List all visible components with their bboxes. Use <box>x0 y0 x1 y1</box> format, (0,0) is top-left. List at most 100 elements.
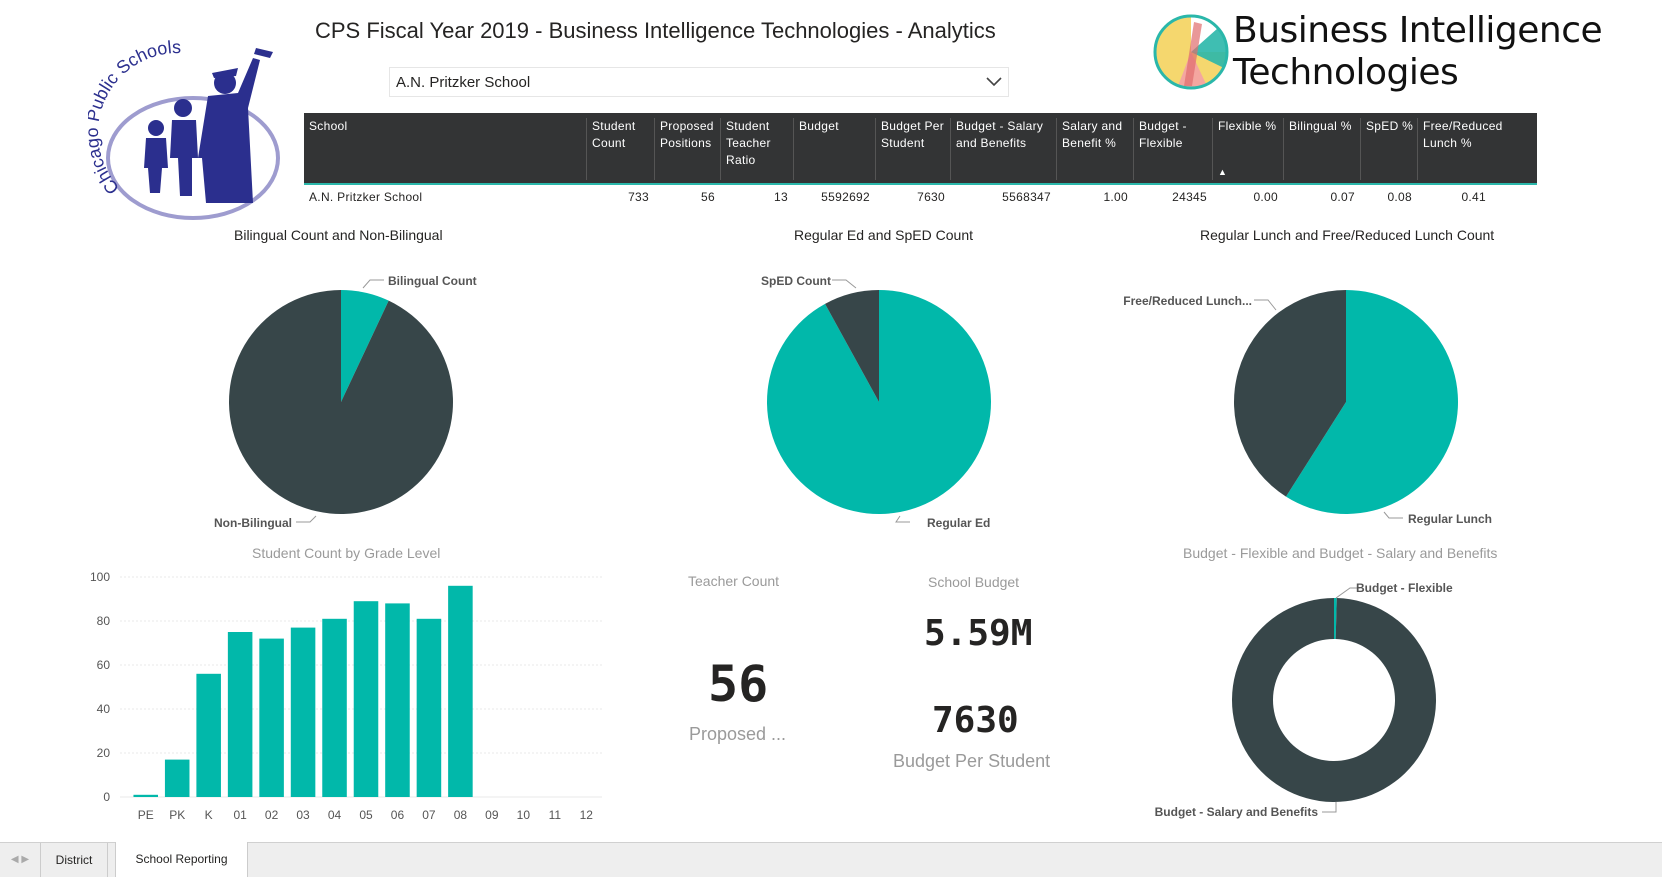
school-budget-value: 5.59M <box>924 613 1033 654</box>
pie-slice[interactable] <box>229 290 454 514</box>
x-tick-label: 09 <box>485 808 499 822</box>
column-header[interactable]: Student Count <box>586 118 654 180</box>
bar[interactable] <box>290 627 316 797</box>
tab-school-reporting[interactable]: School Reporting <box>115 842 248 877</box>
table-cell: 0.41 <box>1461 190 1486 204</box>
x-tick-label: PE <box>138 808 154 822</box>
table-cell: 24345 <box>1172 190 1207 204</box>
x-tick-label: PK <box>169 808 185 822</box>
table-cell: 0.08 <box>1387 190 1412 204</box>
pie-slice[interactable] <box>341 290 389 402</box>
pie-slice[interactable] <box>825 290 879 402</box>
table-cell: 5568347 <box>1002 190 1051 204</box>
pie-slice[interactable] <box>1285 290 1459 514</box>
bar[interactable] <box>196 673 221 797</box>
donut-slice[interactable] <box>1334 598 1337 640</box>
table-cell: 56 <box>701 190 715 204</box>
sort-ascending-icon[interactable]: ▲ <box>1218 167 1228 177</box>
chevron-right-icon[interactable]: ▶ <box>21 854 30 865</box>
table-row[interactable]: A.N. Pritzker School 733 56 13 5592692 7630 55… <box>304 185 1537 207</box>
leader-line <box>832 279 857 289</box>
table-cell: 0.07 <box>1330 190 1355 204</box>
column-header[interactable]: Budget - Flexible <box>1133 118 1212 180</box>
column-header[interactable]: Proposed Positions <box>654 118 720 180</box>
column-header[interactable]: Budget <box>793 118 875 180</box>
leader-line <box>1335 587 1360 599</box>
table-cell: 1.00 <box>1103 190 1128 204</box>
x-tick-label: 08 <box>454 808 468 822</box>
column-header[interactable]: Salary and Benefit % <box>1056 118 1133 180</box>
tab-district[interactable]: District <box>40 843 108 877</box>
cps-logo: Chicago Public Schools <box>88 38 280 220</box>
x-tick-label: 06 <box>391 808 405 822</box>
x-tick-label: 11 <box>549 808 562 822</box>
bar[interactable] <box>416 618 442 797</box>
x-tick-label: 07 <box>422 808 436 822</box>
budget-per-student-label: Budget Per Student <box>893 751 1051 771</box>
table-cell: 5592692 <box>821 190 870 204</box>
table-cell: 733 <box>628 190 649 204</box>
bar[interactable] <box>259 638 284 797</box>
column-header[interactable]: Free/Reduced Lunch % <box>1417 118 1502 180</box>
bilingual-pie-title: Bilingual Count and Non-Bilingual <box>234 227 443 243</box>
bi-logo-line2: Technologies <box>1233 52 1459 93</box>
pie-slice-label: Bilingual Count <box>388 274 477 288</box>
pie-slice[interactable] <box>1234 290 1346 497</box>
column-header[interactable]: Budget - Salary and Benefits <box>950 118 1056 180</box>
leader-line <box>895 515 910 523</box>
bar[interactable] <box>385 603 410 797</box>
teacher-count-title: Teacher Count <box>688 573 780 589</box>
column-header[interactable]: Budget Per Student <box>875 118 950 180</box>
x-tick-label: 10 <box>517 808 531 822</box>
pie-slice-label: Regular Lunch <box>1408 512 1492 526</box>
leader-line <box>362 279 384 289</box>
y-tick-label: 0 <box>103 790 110 804</box>
bar[interactable] <box>322 618 347 797</box>
lunch-pie-title: Regular Lunch and Free/Reduced Lunch Cou… <box>1200 227 1495 243</box>
y-tick-label: 60 <box>97 658 111 672</box>
table-cell: 7630 <box>917 190 945 204</box>
cell-school-name: A.N. Pritzker School <box>309 190 423 204</box>
donut-slice[interactable] <box>1232 598 1436 802</box>
x-tick-label: 02 <box>265 808 279 822</box>
column-header[interactable]: Flexible % ▲ <box>1212 118 1283 180</box>
x-tick-label: 05 <box>359 808 373 822</box>
pie-slice[interactable] <box>767 290 992 514</box>
y-tick-label: 20 <box>97 746 111 760</box>
pie-slice-label: SpED Count <box>761 274 831 288</box>
table-header: School Student Count Proposed Positions Stu… <box>304 113 1537 185</box>
budget-per-student-value: 7630 <box>932 700 1019 741</box>
chevron-down-icon <box>986 77 1002 87</box>
x-tick-label: 12 <box>580 808 594 822</box>
donut-slice-label: Budget - Salary and Benefits <box>1155 805 1319 819</box>
pie-slice-label: Free/Reduced Lunch... <box>1123 294 1252 308</box>
column-header[interactable]: School <box>309 119 348 133</box>
column-header[interactable]: Bilingual % <box>1283 118 1360 180</box>
donut-slice-label: Budget - Flexible <box>1356 581 1453 595</box>
tab-nav-arrows[interactable]: ◀ ▶ <box>0 843 40 877</box>
table-cell: 13 <box>774 190 788 204</box>
school-dropdown[interactable]: A.N. Pritzker School <box>389 67 1009 97</box>
x-tick-label: 04 <box>328 808 342 822</box>
leader-line <box>1254 299 1277 311</box>
pie-slice-label: Regular Ed <box>927 516 990 530</box>
budget-donut-chart: Budget - Flexible Budget - Salary and Ben… <box>1155 581 1453 819</box>
page-tabs: ◀ ▶ District School Reporting <box>0 842 1662 877</box>
teacher-count-sub: Proposed ... <box>689 724 787 744</box>
bar[interactable] <box>164 759 190 797</box>
bar-chart-title: Student Count by Grade Level <box>252 545 441 561</box>
bi-logo-line1: Business Intelligence <box>1233 10 1603 51</box>
bar[interactable] <box>227 632 253 797</box>
column-header[interactable]: Student Teacher Ratio <box>720 118 793 180</box>
student-count-bar-chart: 0 20 40 60 80 100 PE PK K 01 02 03 04 05 06 07 08 09 10 11 1… <box>90 570 602 822</box>
leader-line <box>1322 802 1337 813</box>
bar[interactable] <box>133 794 159 797</box>
chevron-left-icon[interactable]: ◀ <box>10 854 19 865</box>
y-tick-label: 80 <box>97 614 111 628</box>
bar[interactable] <box>353 601 379 797</box>
x-tick-label: 01 <box>233 808 247 822</box>
y-tick-label: 40 <box>97 702 111 716</box>
bar[interactable] <box>448 585 473 797</box>
column-header[interactable]: SpED % <box>1360 118 1417 180</box>
y-tick-label: 100 <box>90 570 110 584</box>
